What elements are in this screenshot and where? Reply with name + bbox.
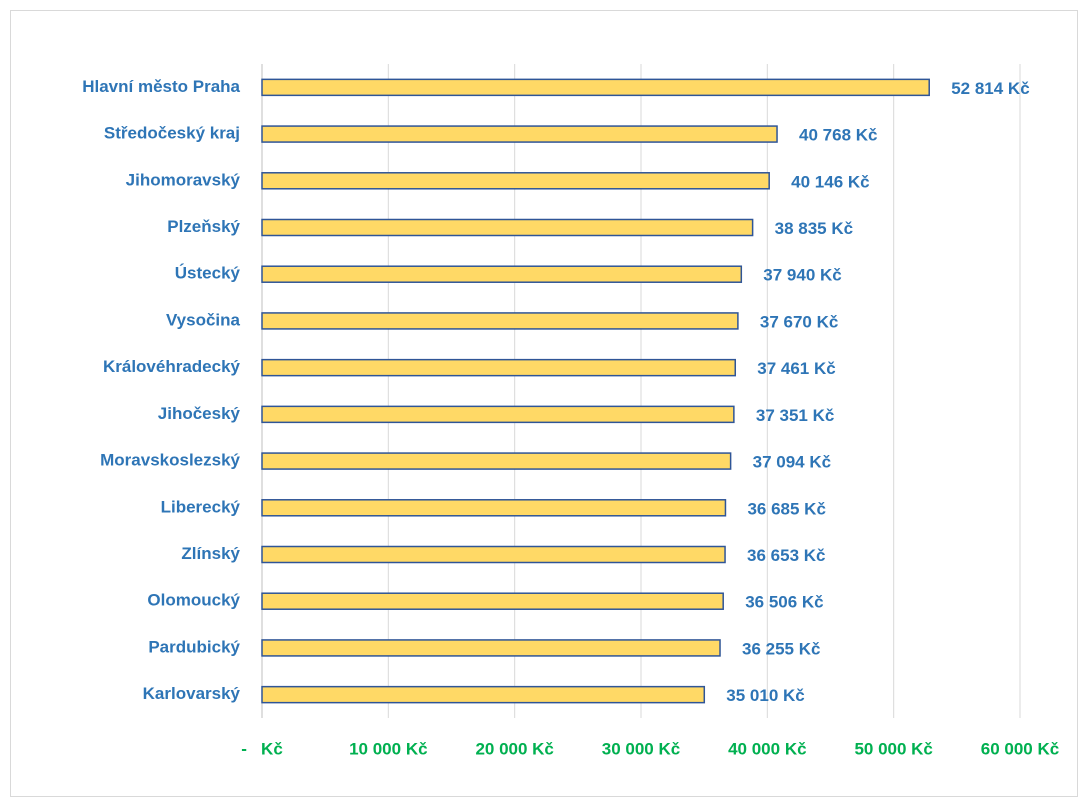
- value-label: 37 670 Kč: [760, 312, 838, 331]
- bar: [261, 405, 735, 424]
- value-label: 36 685 Kč: [747, 499, 825, 518]
- x-tick-label: 60 000 Kč: [981, 739, 1059, 758]
- y-tick-label: Ústecký: [175, 264, 241, 283]
- bar: [261, 312, 739, 330]
- x-tick-label: 20 000 Kč: [475, 739, 553, 758]
- y-tick-label: Moravskoslezský: [100, 451, 240, 470]
- value-label: 52 814 Kč: [951, 79, 1029, 98]
- y-tick-label: Královéhradecký: [103, 357, 241, 376]
- y-tick-label: Hlavní město Praha: [82, 77, 240, 96]
- y-tick-label: Pardubický: [148, 637, 240, 656]
- x-tick-label: - Kč: [241, 739, 283, 758]
- bar: [261, 78, 930, 97]
- value-label: 36 653 Kč: [747, 546, 825, 565]
- y-tick-label: Jihomoravský: [126, 170, 241, 189]
- value-label: 36 255 Kč: [742, 639, 820, 658]
- value-label: 37 351 Kč: [756, 406, 834, 425]
- y-tick-label: Olomoucký: [147, 591, 240, 610]
- x-tick-label: 40 000 Kč: [728, 739, 806, 758]
- y-tick-label: Plzeňský: [167, 217, 240, 236]
- bar: [261, 685, 706, 704]
- bar: [261, 639, 721, 657]
- bar: [261, 172, 770, 190]
- y-tick-label: Liberecký: [161, 497, 241, 516]
- value-label: 38 835 Kč: [775, 219, 853, 238]
- bar: [261, 218, 754, 237]
- x-tick-label: 30 000 Kč: [602, 739, 680, 758]
- y-tick-label: Středočeský kraj: [104, 124, 240, 143]
- bar: [261, 452, 732, 470]
- bar: [261, 592, 724, 610]
- y-tick-label: Karlovarský: [143, 684, 241, 703]
- x-tick-label: 50 000 Kč: [854, 739, 932, 758]
- value-label: 36 506 Kč: [745, 593, 823, 612]
- y-tick-label: Zlínský: [181, 544, 240, 563]
- y-tick-label: Vysočina: [166, 310, 241, 329]
- y-tick-label: Jihočeský: [158, 404, 241, 423]
- bar: [261, 358, 737, 377]
- bar: [261, 499, 727, 517]
- x-tick-label: 10 000 Kč: [349, 739, 427, 758]
- bar: [261, 265, 743, 283]
- bar: [261, 545, 726, 564]
- value-label: 37 940 Kč: [763, 266, 841, 285]
- value-label: 37 094 Kč: [753, 453, 831, 472]
- bar: [261, 125, 778, 143]
- value-label: 37 461 Kč: [757, 359, 835, 378]
- value-label: 40 768 Kč: [799, 126, 877, 145]
- value-label: 35 010 Kč: [726, 686, 804, 705]
- value-label: 40 146 Kč: [791, 172, 869, 191]
